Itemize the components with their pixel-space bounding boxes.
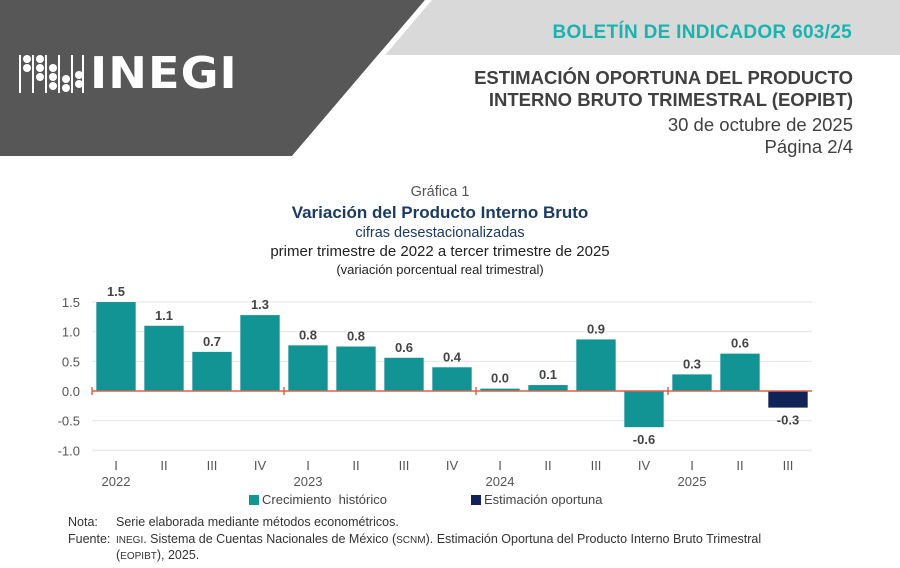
y-tick-label: -0.5 bbox=[58, 414, 80, 429]
note-text: Serie elaborada mediante métodos economé… bbox=[116, 515, 399, 529]
bar bbox=[720, 353, 760, 391]
legend-item-historical: Crecimiento histórico bbox=[249, 492, 387, 507]
logo-wordmark: INEGI bbox=[90, 48, 238, 99]
bar bbox=[192, 351, 232, 391]
legend-swatch-estimate bbox=[471, 494, 481, 505]
header-dark-band bbox=[0, 0, 425, 156]
data-label: -0.3 bbox=[777, 413, 799, 428]
source-text-b: ). Estimación Oportuna del Producto Inte… bbox=[425, 532, 762, 546]
data-label: 0.6 bbox=[731, 336, 749, 351]
data-label: 0.9 bbox=[587, 321, 605, 336]
data-label: 0.1 bbox=[539, 367, 557, 382]
source-paren-close: ), 2025. bbox=[156, 548, 200, 562]
year-label: 2022 bbox=[102, 474, 131, 489]
y-tick-label: -1.0 bbox=[58, 443, 80, 458]
bar bbox=[288, 345, 328, 391]
y-tick-label: 0.0 bbox=[62, 384, 80, 399]
bar bbox=[432, 367, 472, 391]
document-title-line-1: ESTIMACIÓN OPORTUNA DEL PRODUCTO bbox=[474, 67, 853, 88]
data-label: 0.8 bbox=[347, 329, 365, 344]
bar bbox=[576, 339, 616, 391]
y-tick-label: 1.0 bbox=[62, 325, 80, 340]
chart-subtitle-2: primer trimestre de 2022 a tercer trimes… bbox=[270, 243, 610, 260]
source-text-a: . Sistema de Cuentas Nacionales de Méxic… bbox=[143, 532, 397, 546]
document-date: 30 de octubre de 2025 bbox=[667, 114, 853, 135]
bar bbox=[624, 391, 664, 428]
legend-label-estimate: Estimación oportuna bbox=[484, 492, 603, 507]
data-label: 1.3 bbox=[251, 297, 269, 312]
year-label: 2024 bbox=[486, 474, 515, 489]
bar bbox=[480, 388, 520, 391]
bar bbox=[528, 385, 568, 391]
chart-label: Gráfica 1 bbox=[410, 184, 470, 200]
x-tick-label: II bbox=[160, 458, 167, 473]
header-white-area bbox=[292, 55, 900, 156]
source-label: Fuente: bbox=[68, 532, 111, 546]
header-banner bbox=[0, 0, 900, 156]
inegi-logo-mark-icon bbox=[19, 55, 84, 93]
x-tick-label: I bbox=[306, 458, 310, 473]
document-title-line-2: INTERNO BRUTO TRIMESTRAL (EOPIBT) bbox=[488, 89, 853, 110]
data-label: 0.3 bbox=[683, 356, 701, 371]
chart-subtitle-1: cifras desestacionalizadas bbox=[355, 225, 525, 241]
source-eopibt: EOPIBT bbox=[120, 551, 157, 562]
x-tick-label: III bbox=[207, 458, 218, 473]
x-tick-label: IV bbox=[638, 458, 651, 473]
x-tick-label: IV bbox=[446, 458, 459, 473]
legend-label-historical: Crecimiento histórico bbox=[262, 492, 387, 507]
year-label: 2023 bbox=[294, 474, 323, 489]
x-tick-label: I bbox=[498, 458, 502, 473]
data-label: 0.7 bbox=[203, 334, 221, 349]
bar bbox=[384, 357, 424, 391]
bar bbox=[336, 346, 376, 391]
bar bbox=[672, 374, 712, 391]
chart-subtitle-3: (variación porcentual real trimestral) bbox=[336, 262, 544, 277]
data-label: 0.0 bbox=[491, 371, 509, 386]
x-tick-label: III bbox=[783, 458, 794, 473]
note-label: Nota: bbox=[68, 515, 98, 529]
data-label: 1.5 bbox=[107, 284, 125, 299]
y-tick-label: 0.5 bbox=[62, 354, 80, 369]
x-tick-label: II bbox=[736, 458, 743, 473]
x-tick-label: I bbox=[114, 458, 118, 473]
x-tick-label: II bbox=[544, 458, 551, 473]
x-tick-label: II bbox=[352, 458, 359, 473]
year-label: 2025 bbox=[678, 474, 707, 489]
source-scnm: SCNM bbox=[396, 535, 426, 546]
legend-item-estimate: Estimación oportuna bbox=[471, 492, 603, 507]
source-org: INEGI bbox=[116, 535, 144, 546]
bulletin-number: BOLETÍN DE INDICADOR 603/25 bbox=[552, 22, 852, 43]
header-divider-stripe bbox=[292, 0, 432, 156]
bar bbox=[144, 325, 184, 391]
source-paren-open: ( bbox=[116, 548, 121, 562]
chart-title: Variación del Producto Interno Bruto bbox=[291, 203, 589, 222]
inegi-logo: INEGI bbox=[18, 52, 237, 96]
x-tick-label: III bbox=[399, 458, 410, 473]
data-label: 0.4 bbox=[443, 349, 462, 364]
data-label: 1.1 bbox=[155, 308, 173, 323]
bar bbox=[768, 391, 808, 408]
bar bbox=[96, 302, 136, 391]
y-tick-label: 1.5 bbox=[62, 295, 80, 310]
x-tick-label: III bbox=[591, 458, 602, 473]
data-label: -0.6 bbox=[633, 432, 655, 447]
source-text-line-2: (EOPIBT), 2025. bbox=[116, 548, 199, 562]
data-label: 0.6 bbox=[395, 340, 413, 355]
x-tick-label: I bbox=[690, 458, 694, 473]
x-tick-label: IV bbox=[254, 458, 267, 473]
legend-swatch-historical bbox=[249, 494, 259, 505]
source-text-line-1: INEGI. Sistema de Cuentas Nacionales de … bbox=[116, 532, 761, 546]
data-label: 0.8 bbox=[299, 327, 317, 342]
page-number: Página 2/4 bbox=[764, 136, 853, 157]
bar bbox=[240, 315, 280, 391]
